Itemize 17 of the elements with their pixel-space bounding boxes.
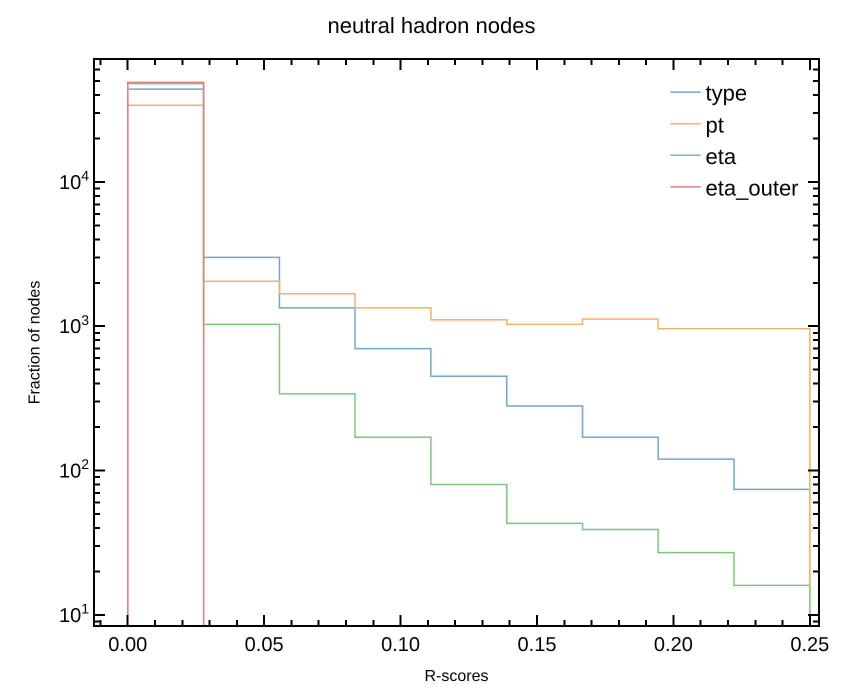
y-tick-label: 10$^{3}$	[58, 312, 90, 338]
x-tick-label: 0.10	[381, 634, 420, 656]
legend-label: pt	[706, 112, 724, 138]
y-tick-label: 10$^{4}$	[58, 168, 90, 194]
x-axis-title: R-scores	[424, 668, 489, 686]
y-tick-label: 10$^{2}$	[58, 456, 90, 483]
legend-label: type	[706, 80, 748, 106]
y-tick-label: 10$^{1}$	[58, 600, 90, 627]
x-tick-label: 0.20	[654, 634, 693, 656]
legend-label: eta	[706, 144, 737, 169]
y-axis-title: Fraction of nodes	[26, 280, 44, 404]
legend-label: eta_outer	[706, 175, 799, 200]
x-tick-label: 0.15	[518, 634, 556, 656]
x-tick-label: 0.00	[108, 634, 148, 656]
x-tick-label: 0.05	[244, 634, 284, 656]
chart-title: neutral hadron nodes	[328, 12, 536, 38]
x-tick-label: 0.25	[790, 634, 830, 656]
